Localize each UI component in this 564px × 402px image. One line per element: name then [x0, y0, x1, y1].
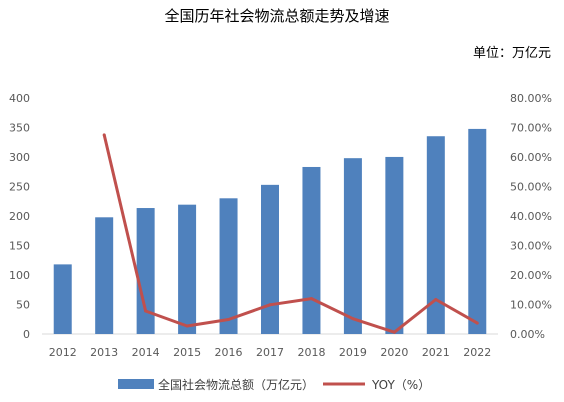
- right-tick-label: 50.00%: [510, 181, 552, 194]
- yoy-point-2014: [144, 309, 148, 313]
- right-tick-label: 60.00%: [510, 151, 552, 164]
- yoy-point-2022: [475, 321, 479, 325]
- bar-2015: [178, 204, 197, 334]
- left-tick-label: 400: [9, 92, 30, 105]
- x-tick-label: 2012: [49, 346, 77, 359]
- yoy-point-2017: [268, 303, 272, 307]
- bar-2013: [95, 217, 114, 334]
- right-tick-label: 30.00%: [510, 240, 552, 253]
- x-tick-label: 2021: [422, 346, 450, 359]
- right-tick-label: 10.00%: [510, 299, 552, 312]
- x-tick-label: 2019: [339, 346, 367, 359]
- x-tick-label: 2022: [463, 346, 491, 359]
- x-tick-label: 2014: [132, 346, 160, 359]
- unit-label: 单位：万亿元: [473, 46, 551, 61]
- x-tick-label: 2020: [380, 346, 408, 359]
- bar-2016: [219, 198, 238, 334]
- chart-title: 全国历年社会物流总额走势及增速: [164, 7, 389, 25]
- yoy-line: [102, 134, 479, 334]
- right-tick-label: 80.00%: [510, 92, 552, 105]
- right-tick-label: 0.00%: [510, 328, 545, 341]
- legend-bar-label: 全国社会物流总额（万亿元）: [158, 377, 314, 392]
- yoy-point-2015: [185, 324, 189, 328]
- yoy-point-2020: [392, 330, 396, 334]
- left-axis-ticks: 0 50 100 150 200 250 300 350 400: [9, 92, 30, 341]
- bar-2020: [385, 156, 404, 334]
- right-tick-label: 20.00%: [510, 269, 552, 282]
- legend-line-label: YOY（%）: [371, 378, 430, 392]
- bar-2019: [343, 158, 362, 334]
- left-tick-label: 300: [9, 151, 30, 164]
- x-tick-label: 2018: [297, 346, 325, 359]
- yoy-point-2013: [102, 133, 106, 137]
- right-axis-ticks: 0.00% 10.00% 20.00% 30.00% 40.00% 50.00% 60.00…: [510, 92, 552, 341]
- yoy-point-2016: [227, 318, 231, 322]
- bar-2014: [136, 208, 155, 334]
- right-tick-label: 70.00%: [510, 122, 552, 135]
- bar-2017: [261, 184, 279, 334]
- left-tick-label: 250: [9, 181, 30, 194]
- left-tick-label: 50: [16, 299, 30, 312]
- left-tick-label: 200: [9, 210, 30, 223]
- right-tick-label: 40.00%: [510, 210, 552, 223]
- left-tick-label: 100: [9, 269, 30, 282]
- x-tick-label: 2016: [215, 346, 243, 359]
- yoy-point-2021: [434, 297, 438, 301]
- yoy-line-series: [102, 133, 479, 334]
- x-tick-label: 2017: [256, 346, 284, 359]
- bar-2022: [468, 128, 487, 334]
- bar-2021: [426, 136, 445, 334]
- yoy-point-2019: [351, 317, 355, 321]
- left-tick-label: 0: [23, 328, 30, 341]
- bar-2012: [53, 264, 72, 334]
- yoy-point-2018: [309, 297, 313, 301]
- legend: 全国社会物流总额（万亿元） YOY（%）: [118, 377, 430, 392]
- x-axis-ticks: 2012 2013 2014 2015 2016 2017 2018 2019 2020 2021…: [49, 346, 492, 359]
- bar-series: [53, 128, 487, 334]
- x-tick-label: 2013: [90, 346, 118, 359]
- left-tick-label: 350: [9, 122, 30, 135]
- x-tick-label: 2015: [173, 346, 201, 359]
- left-tick-label: 150: [9, 240, 30, 253]
- legend-bar-swatch: [118, 379, 154, 389]
- bar-2018: [302, 166, 321, 334]
